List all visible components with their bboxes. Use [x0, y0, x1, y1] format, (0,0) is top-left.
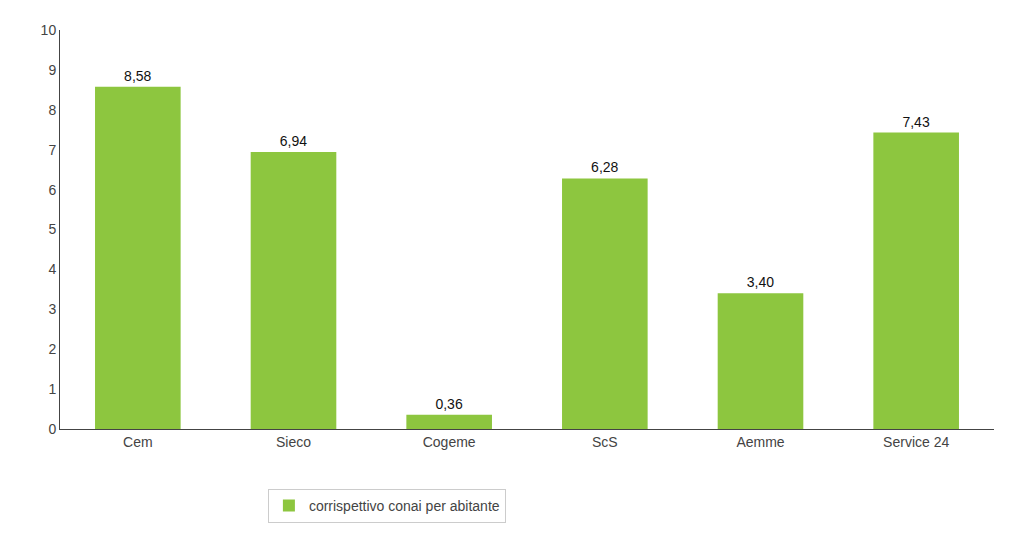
svg-text:Cogeme: Cogeme [423, 434, 476, 450]
svg-text:4: 4 [48, 261, 56, 277]
svg-text:5: 5 [48, 221, 56, 237]
svg-text:8: 8 [48, 102, 56, 118]
svg-text:1: 1 [48, 381, 56, 397]
svg-text:8,58: 8,58 [124, 68, 151, 84]
svg-text:3,40: 3,40 [747, 274, 774, 290]
svg-text:6: 6 [48, 182, 56, 198]
svg-text:7,43: 7,43 [902, 114, 929, 130]
svg-text:3: 3 [48, 301, 56, 317]
svg-text:ScS: ScS [592, 434, 618, 450]
svg-text:6,28: 6,28 [591, 159, 618, 175]
svg-text:6,94: 6,94 [280, 133, 307, 149]
svg-text:2: 2 [48, 341, 56, 357]
svg-text:9: 9 [48, 62, 56, 78]
svg-text:Service 24: Service 24 [883, 434, 949, 450]
svg-text:corrispettivo conai per abitan: corrispettivo conai per abitante [309, 498, 500, 514]
svg-text:Aemme: Aemme [736, 434, 784, 450]
svg-text:Sieco: Sieco [276, 434, 311, 450]
svg-text:0,36: 0,36 [435, 396, 462, 412]
svg-text:7: 7 [48, 142, 56, 158]
svg-text:10: 10 [41, 22, 57, 38]
svg-text:0: 0 [48, 421, 56, 437]
svg-text:Cem: Cem [123, 434, 153, 450]
